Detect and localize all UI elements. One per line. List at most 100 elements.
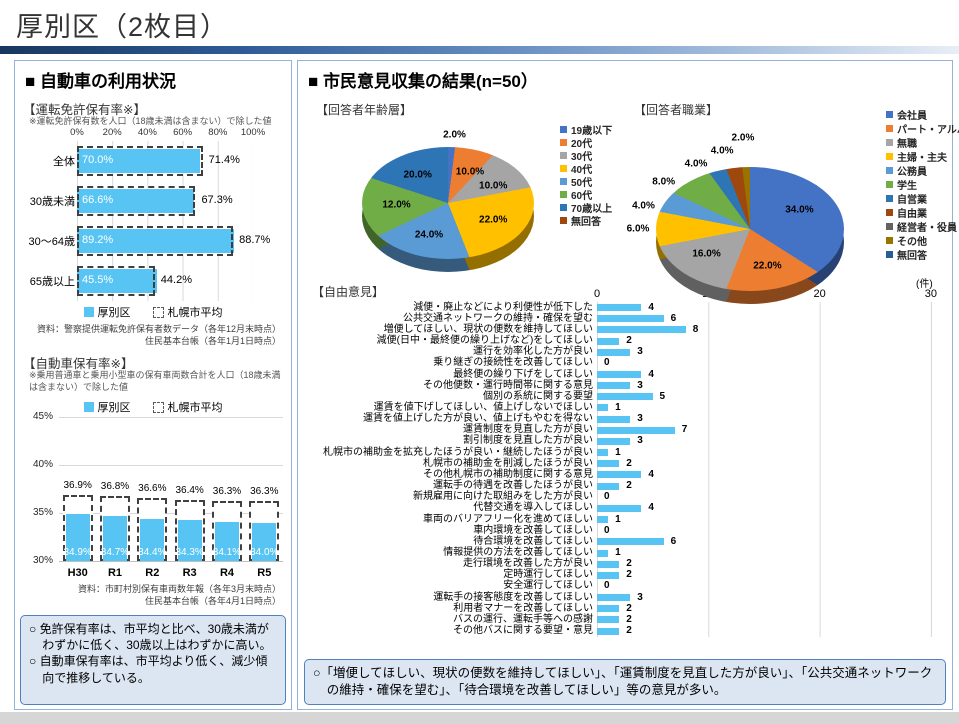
pie-slice-label: 2.0%: [443, 129, 466, 141]
bar-value-label: 2: [626, 625, 632, 637]
age-legend: 19歳以下 20代 30代 40代 50代 60代 70歳以上 無回答: [560, 123, 613, 228]
legend-swatch: [560, 152, 567, 159]
axis-unit-label: (件): [916, 279, 933, 290]
avg-value-label: 36.3%: [250, 486, 279, 497]
avg-value-label: 36.4%: [175, 485, 204, 496]
footer-strip: [0, 712, 959, 724]
legend-label: 19歳以下: [571, 126, 613, 137]
opinion-bar: [597, 371, 642, 379]
note-bullet: ○ 免許保有率は、市平均と比べ、30歳未満がわずかに低く、30歳以上はわずかに高…: [29, 622, 272, 653]
bar-value-label: 2: [626, 613, 632, 625]
bar-value-label: 6: [670, 312, 677, 324]
category-label: 札幌市の補助金を拡充したほうが良い・継続したほうが良い: [323, 446, 593, 458]
bar-row: 最終便の繰り下げをしてほしい 4: [308, 369, 952, 380]
bar-plot: 4: [597, 369, 654, 380]
legend-swatch: [886, 208, 893, 216]
bar-row: 割引制度を見直した方が良い 3: [308, 436, 952, 447]
legend-label: 70歳以上: [571, 204, 613, 215]
legend-label: 札幌市平均: [167, 307, 223, 319]
bar-row: 車両のバリアフリー化を進めてほしい 1: [308, 514, 952, 525]
legend-item: 会社員: [886, 107, 959, 122]
pie-slice-label: 22.0%: [479, 214, 508, 226]
legend-label: 50代: [571, 178, 593, 189]
category-label: 個別の系統に関する要望: [483, 390, 593, 402]
pie-slice-label: 12.0%: [382, 199, 411, 211]
opinion-bar: [597, 549, 609, 557]
opinion-bar: [597, 482, 620, 490]
pie-slice-label: 10.0%: [455, 166, 485, 178]
category-label: 車両のバリアフリー化を進めてほしい: [423, 513, 593, 525]
legend-item: 経営者・役員: [886, 219, 959, 234]
x-axis-tick: 20: [813, 288, 826, 300]
summary-note-box: ○「増便してほしい、現状の便数を維持してほしい」、「運賃制度を見直した方が良い」…: [304, 659, 946, 705]
car-ownership-bar-chart: 45% 40% 35% 30% 36.9% 34.9% H30 36.8% 34.7% R1 36…: [15, 411, 292, 597]
legend-label: 20代: [571, 139, 593, 150]
legend-label: 厚別区: [97, 307, 131, 319]
category-label: バスの運行、運転手等への感謝: [453, 613, 593, 625]
avg-value-label: 88.7%: [239, 234, 271, 246]
legend-label: 無回答: [571, 217, 601, 228]
opinion-bar: [597, 504, 642, 512]
bar-plot: 4: [597, 503, 654, 513]
legend-car: 厚別区 札幌市平均: [15, 399, 291, 415]
bar-value-label: 3: [637, 591, 643, 603]
bar-plot: 8: [597, 324, 698, 335]
opinion-bar: [597, 560, 620, 568]
legend-label: 無職: [897, 138, 917, 150]
bar-value-label: 7: [681, 424, 688, 436]
section-header-opinions: ■ 市民意見収集の結果(n=50）: [308, 72, 538, 91]
bar-plot: 1: [597, 447, 621, 458]
legend-swatch: [886, 222, 893, 230]
title-divider: [0, 46, 959, 54]
pie-slice-label: 10.0%: [479, 180, 508, 192]
ward-bar: 45.5%: [77, 269, 158, 293]
legend-label: 30代: [571, 152, 593, 163]
opinion-bar: [597, 627, 620, 635]
bar-value-label: 34.0%: [250, 547, 279, 558]
x-axis-tick: 30: [924, 288, 938, 300]
avg-outline-bar: [77, 266, 155, 296]
bar-row: 札幌市の補助金を拡充したほうが良い・継続したほうが良い 1: [308, 447, 952, 458]
legend-swatch: [560, 178, 567, 185]
bar-plot: 66.6% 67.3%: [77, 181, 253, 221]
bar-row: 運賃制度を見直した方が良い 7: [308, 425, 952, 436]
category-label: 新規雇用に向けた取組みをした方が良い: [413, 491, 593, 503]
bar-value-label: 0: [604, 580, 610, 592]
car-gridlines: [59, 417, 283, 562]
bar-value-label: 34.7%: [100, 547, 130, 558]
legend-item: 無回答: [560, 214, 612, 228]
category-label: 代替交通を導入してほしい: [473, 502, 593, 514]
bar-value-label: 0: [604, 491, 610, 503]
legend-item: パート・アルバイト: [886, 121, 959, 136]
bar-plot: 0: [597, 358, 610, 368]
opinion-bar: [597, 426, 675, 434]
legend-label: その他: [897, 236, 927, 248]
legend-item-ward: 厚別区: [83, 304, 131, 320]
bar-plot: 4: [597, 302, 654, 313]
age-pie-chart: 2.0% 10.0% 10.0% 22.0% 24.0% 12.0% 20.0%: [362, 130, 534, 272]
bar-plot: 4: [597, 469, 654, 480]
source-line: 資料：市町村別保有車両数年報（各年3月末時点）: [77, 584, 281, 594]
bar-plot: 2: [597, 458, 632, 469]
opinion-bar: [597, 594, 631, 602]
opinion-bar: [597, 348, 631, 356]
pie-slice-label: 24.0%: [414, 229, 444, 241]
category-label: H30: [67, 567, 88, 579]
pie-slice-label: 2.0%: [731, 132, 755, 144]
legend-item: 50代: [560, 175, 612, 189]
bar-row: 30～64歳 89.2% 88.7%: [15, 221, 292, 261]
bar-plot: 1: [597, 514, 621, 525]
category-label: 65歳以上: [29, 276, 75, 288]
legend-item: 無職: [886, 135, 959, 150]
bar-group: 36.8% 34.7% R1: [98, 417, 132, 579]
opinion-bar: [597, 516, 609, 524]
bar-value-label: 34.1%: [212, 547, 242, 558]
y-axis-tick: 40%: [32, 459, 53, 470]
legend-swatch: [886, 236, 893, 244]
chart-title-age: 【回答者年齢層】: [316, 103, 413, 117]
bar-group: 36.4% 34.3% R3: [173, 417, 207, 579]
bar-plot: 1: [597, 402, 621, 413]
opinion-bar: [597, 415, 631, 423]
category-label: R1: [107, 567, 123, 579]
bar-value-label: 3: [637, 435, 643, 447]
